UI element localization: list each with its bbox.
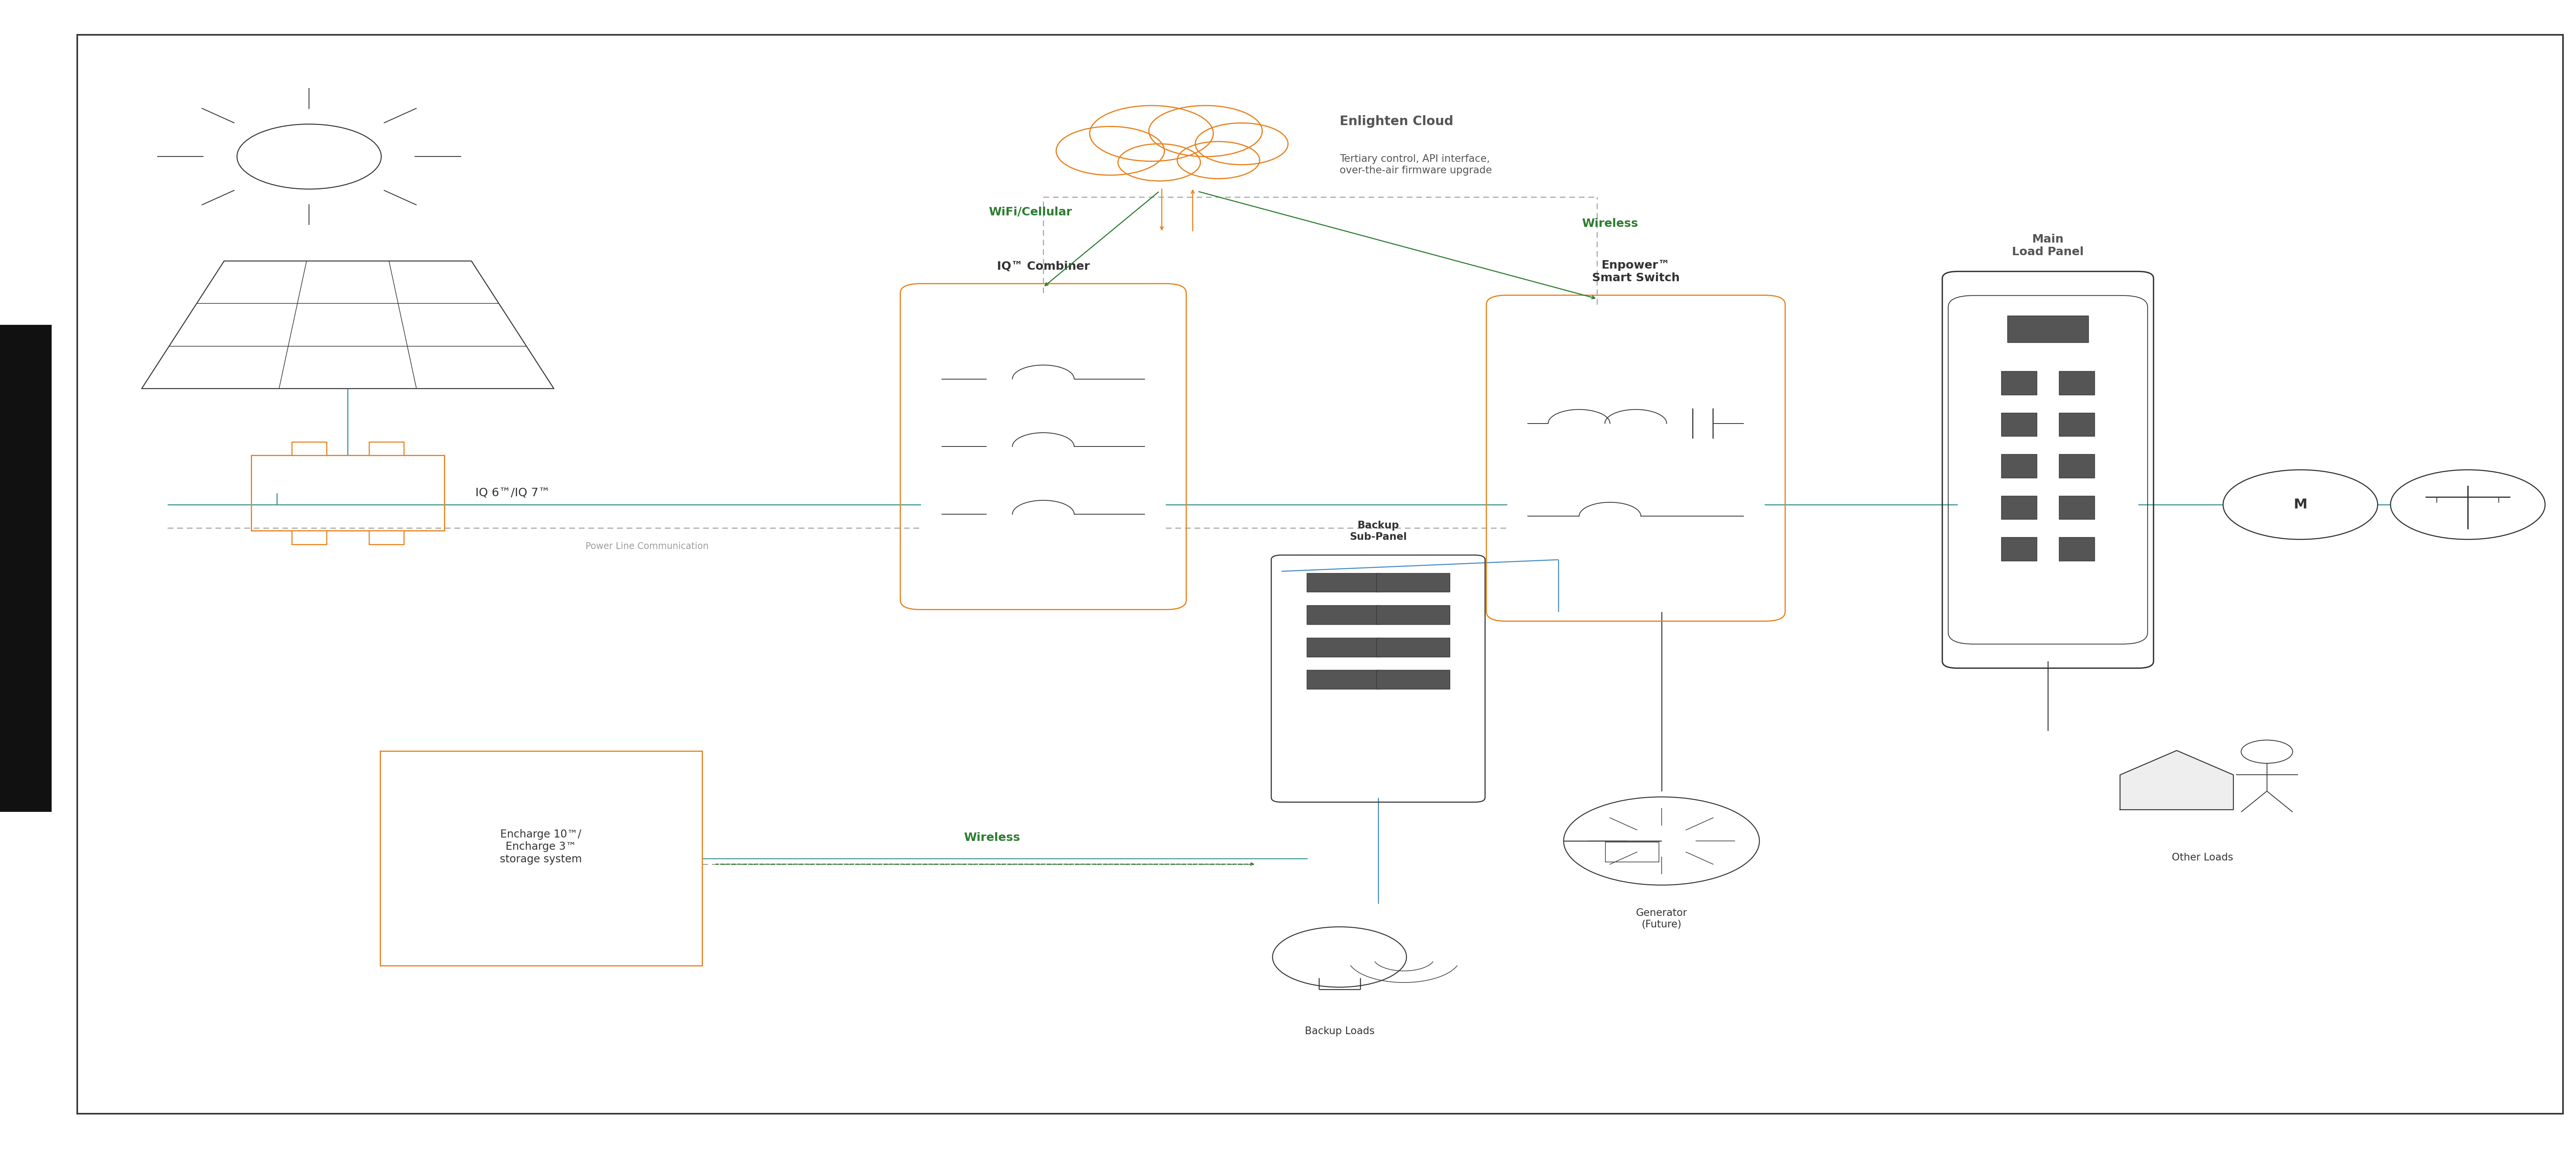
Text: IQ 6™/IQ 7™: IQ 6™/IQ 7™ bbox=[474, 487, 551, 499]
Text: Tertiary control, API interface,
over-the-air firmware upgrade: Tertiary control, API interface, over-th… bbox=[1340, 154, 1492, 175]
Bar bbox=[2007, 316, 2089, 342]
Text: Encharge 10™/
Encharge 3™
storage system: Encharge 10™/ Encharge 3™ storage system bbox=[500, 829, 582, 864]
Bar bbox=[2002, 413, 2038, 436]
Circle shape bbox=[1195, 123, 1288, 165]
Bar bbox=[2058, 413, 2094, 436]
Bar bbox=[2058, 455, 2094, 478]
Text: Generator
(Future): Generator (Future) bbox=[1636, 908, 1687, 929]
Bar bbox=[368, 442, 404, 456]
Bar bbox=[368, 531, 404, 544]
Polygon shape bbox=[2120, 751, 2233, 810]
Text: Main
Load Panel: Main Load Panel bbox=[2012, 233, 2084, 258]
Text: Enlighten Cloud: Enlighten Cloud bbox=[1340, 115, 1453, 128]
Bar bbox=[1376, 606, 1450, 624]
Text: Backup
Sub-Panel: Backup Sub-Panel bbox=[1350, 521, 1406, 543]
Bar bbox=[1306, 670, 1381, 689]
Text: M: M bbox=[2293, 498, 2308, 512]
Bar bbox=[2002, 495, 2038, 520]
Circle shape bbox=[1056, 126, 1164, 175]
Text: Wireless: Wireless bbox=[963, 832, 1020, 843]
Bar bbox=[1376, 573, 1450, 592]
Bar bbox=[1306, 638, 1381, 657]
Bar bbox=[291, 531, 327, 544]
Bar bbox=[250, 456, 443, 531]
Text: Backup Loads: Backup Loads bbox=[1303, 1027, 1376, 1037]
Bar bbox=[1306, 573, 1381, 592]
Bar bbox=[2002, 371, 2038, 394]
Bar bbox=[2002, 455, 2038, 478]
Circle shape bbox=[1118, 144, 1200, 181]
Bar bbox=[2002, 537, 2038, 560]
Bar bbox=[2058, 371, 2094, 394]
Circle shape bbox=[1177, 142, 1260, 179]
Text: Other Loads: Other Loads bbox=[2172, 853, 2233, 863]
Bar bbox=[1376, 638, 1450, 657]
Bar bbox=[1306, 606, 1381, 624]
Bar bbox=[291, 442, 327, 456]
Bar bbox=[2058, 495, 2094, 520]
Bar bbox=[2058, 537, 2094, 560]
Text: WiFi/Cellular: WiFi/Cellular bbox=[989, 206, 1072, 218]
Text: Enpower™
Smart Switch: Enpower™ Smart Switch bbox=[1592, 260, 1680, 283]
Text: Power Line Communication: Power Line Communication bbox=[585, 542, 708, 551]
Text: IQ™ Combiner: IQ™ Combiner bbox=[997, 261, 1090, 273]
Bar bbox=[381, 752, 701, 965]
Bar bbox=[1376, 670, 1450, 689]
Bar bbox=[1605, 842, 1659, 862]
Circle shape bbox=[1090, 106, 1213, 161]
Circle shape bbox=[1149, 106, 1262, 157]
Text: Wireless: Wireless bbox=[1582, 218, 1638, 230]
Bar bbox=[0, 325, 52, 812]
